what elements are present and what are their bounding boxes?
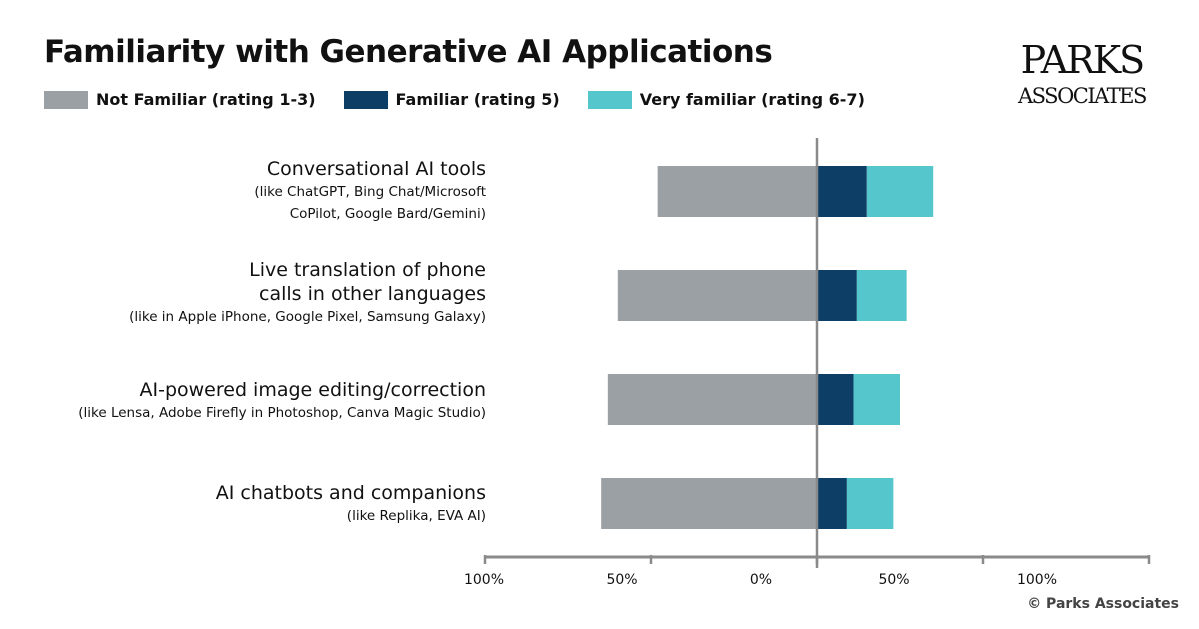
- legend-item-very-familiar: Very familiar (rating 6-7): [587, 90, 865, 109]
- bar-2-1: [856, 270, 907, 321]
- category-subtitle: (like Replika, EVA AI): [346, 508, 486, 524]
- category-subtitle: (like Lensa, Adobe Firefly in Photoshop,…: [78, 405, 486, 421]
- copyright-credit: © Parks Associates: [1027, 596, 1179, 612]
- category-title: AI chatbots and companions: [215, 482, 486, 504]
- bar-1-1: [817, 270, 857, 321]
- legend-item-familiar: Familiar (rating 5): [343, 90, 560, 109]
- bar-0-1: [617, 270, 817, 321]
- bar-0-3: [601, 478, 817, 529]
- logo-line2: ASSOCIATES: [1018, 84, 1147, 108]
- legend: Not Familiar (rating 1-3) Familiar (rati…: [44, 90, 893, 109]
- category-title: Live translation of phone: [249, 259, 486, 281]
- bar-1-2: [817, 374, 854, 425]
- tick-label: 100%: [464, 572, 504, 588]
- legend-swatch: [587, 90, 632, 109]
- category-title: Conversational AI tools: [266, 158, 486, 180]
- legend-label: Familiar (rating 5): [395, 90, 560, 109]
- legend-item-not-familiar: Not Familiar (rating 1-3): [44, 90, 316, 109]
- bar-1-0: [817, 166, 867, 217]
- category-label: Conversational AI tools (like ChatGPT, Bi…: [254, 157, 486, 225]
- chart-title: Familiarity with Generative AI Applicati…: [44, 34, 773, 70]
- category-subtitle: (like ChatGPT, Bing Chat/Microsoft: [254, 184, 486, 200]
- bar-2-0: [866, 166, 934, 217]
- parks-associates-logo: PARKS ASSOCIATES: [1018, 38, 1147, 109]
- category-subtitle: CoPilot, Google Bard/Gemini): [289, 206, 486, 222]
- bar-2-3: [846, 478, 894, 529]
- legend-swatch: [44, 90, 88, 109]
- legend-swatch: [343, 90, 388, 109]
- tick-label: 0%: [750, 572, 772, 588]
- bar-1-3: [817, 478, 847, 529]
- category-title: AI-powered image editing/correction: [139, 379, 486, 401]
- category-subtitle: (like in Apple iPhone, Google Pixel, Sam…: [129, 309, 486, 325]
- category-label: AI chatbots and companions (like Replika,…: [216, 481, 486, 527]
- legend-label: Very familiar (rating 6-7): [639, 90, 865, 109]
- category-label: Live translation of phone calls in other …: [129, 258, 486, 328]
- logo-line1: PARKS: [1020, 38, 1146, 82]
- category-title: calls in other languages: [259, 283, 486, 305]
- bar-0-0: [657, 166, 817, 217]
- tick-label: 100%: [1017, 572, 1057, 588]
- bar-0-2: [607, 374, 817, 425]
- category-label: AI-powered image editing/correction (like…: [78, 378, 486, 424]
- tick-label: 50%: [606, 572, 637, 588]
- bar-2-2: [853, 374, 900, 425]
- legend-label: Not Familiar (rating 1-3): [96, 90, 316, 109]
- tick-label: 50%: [878, 572, 909, 588]
